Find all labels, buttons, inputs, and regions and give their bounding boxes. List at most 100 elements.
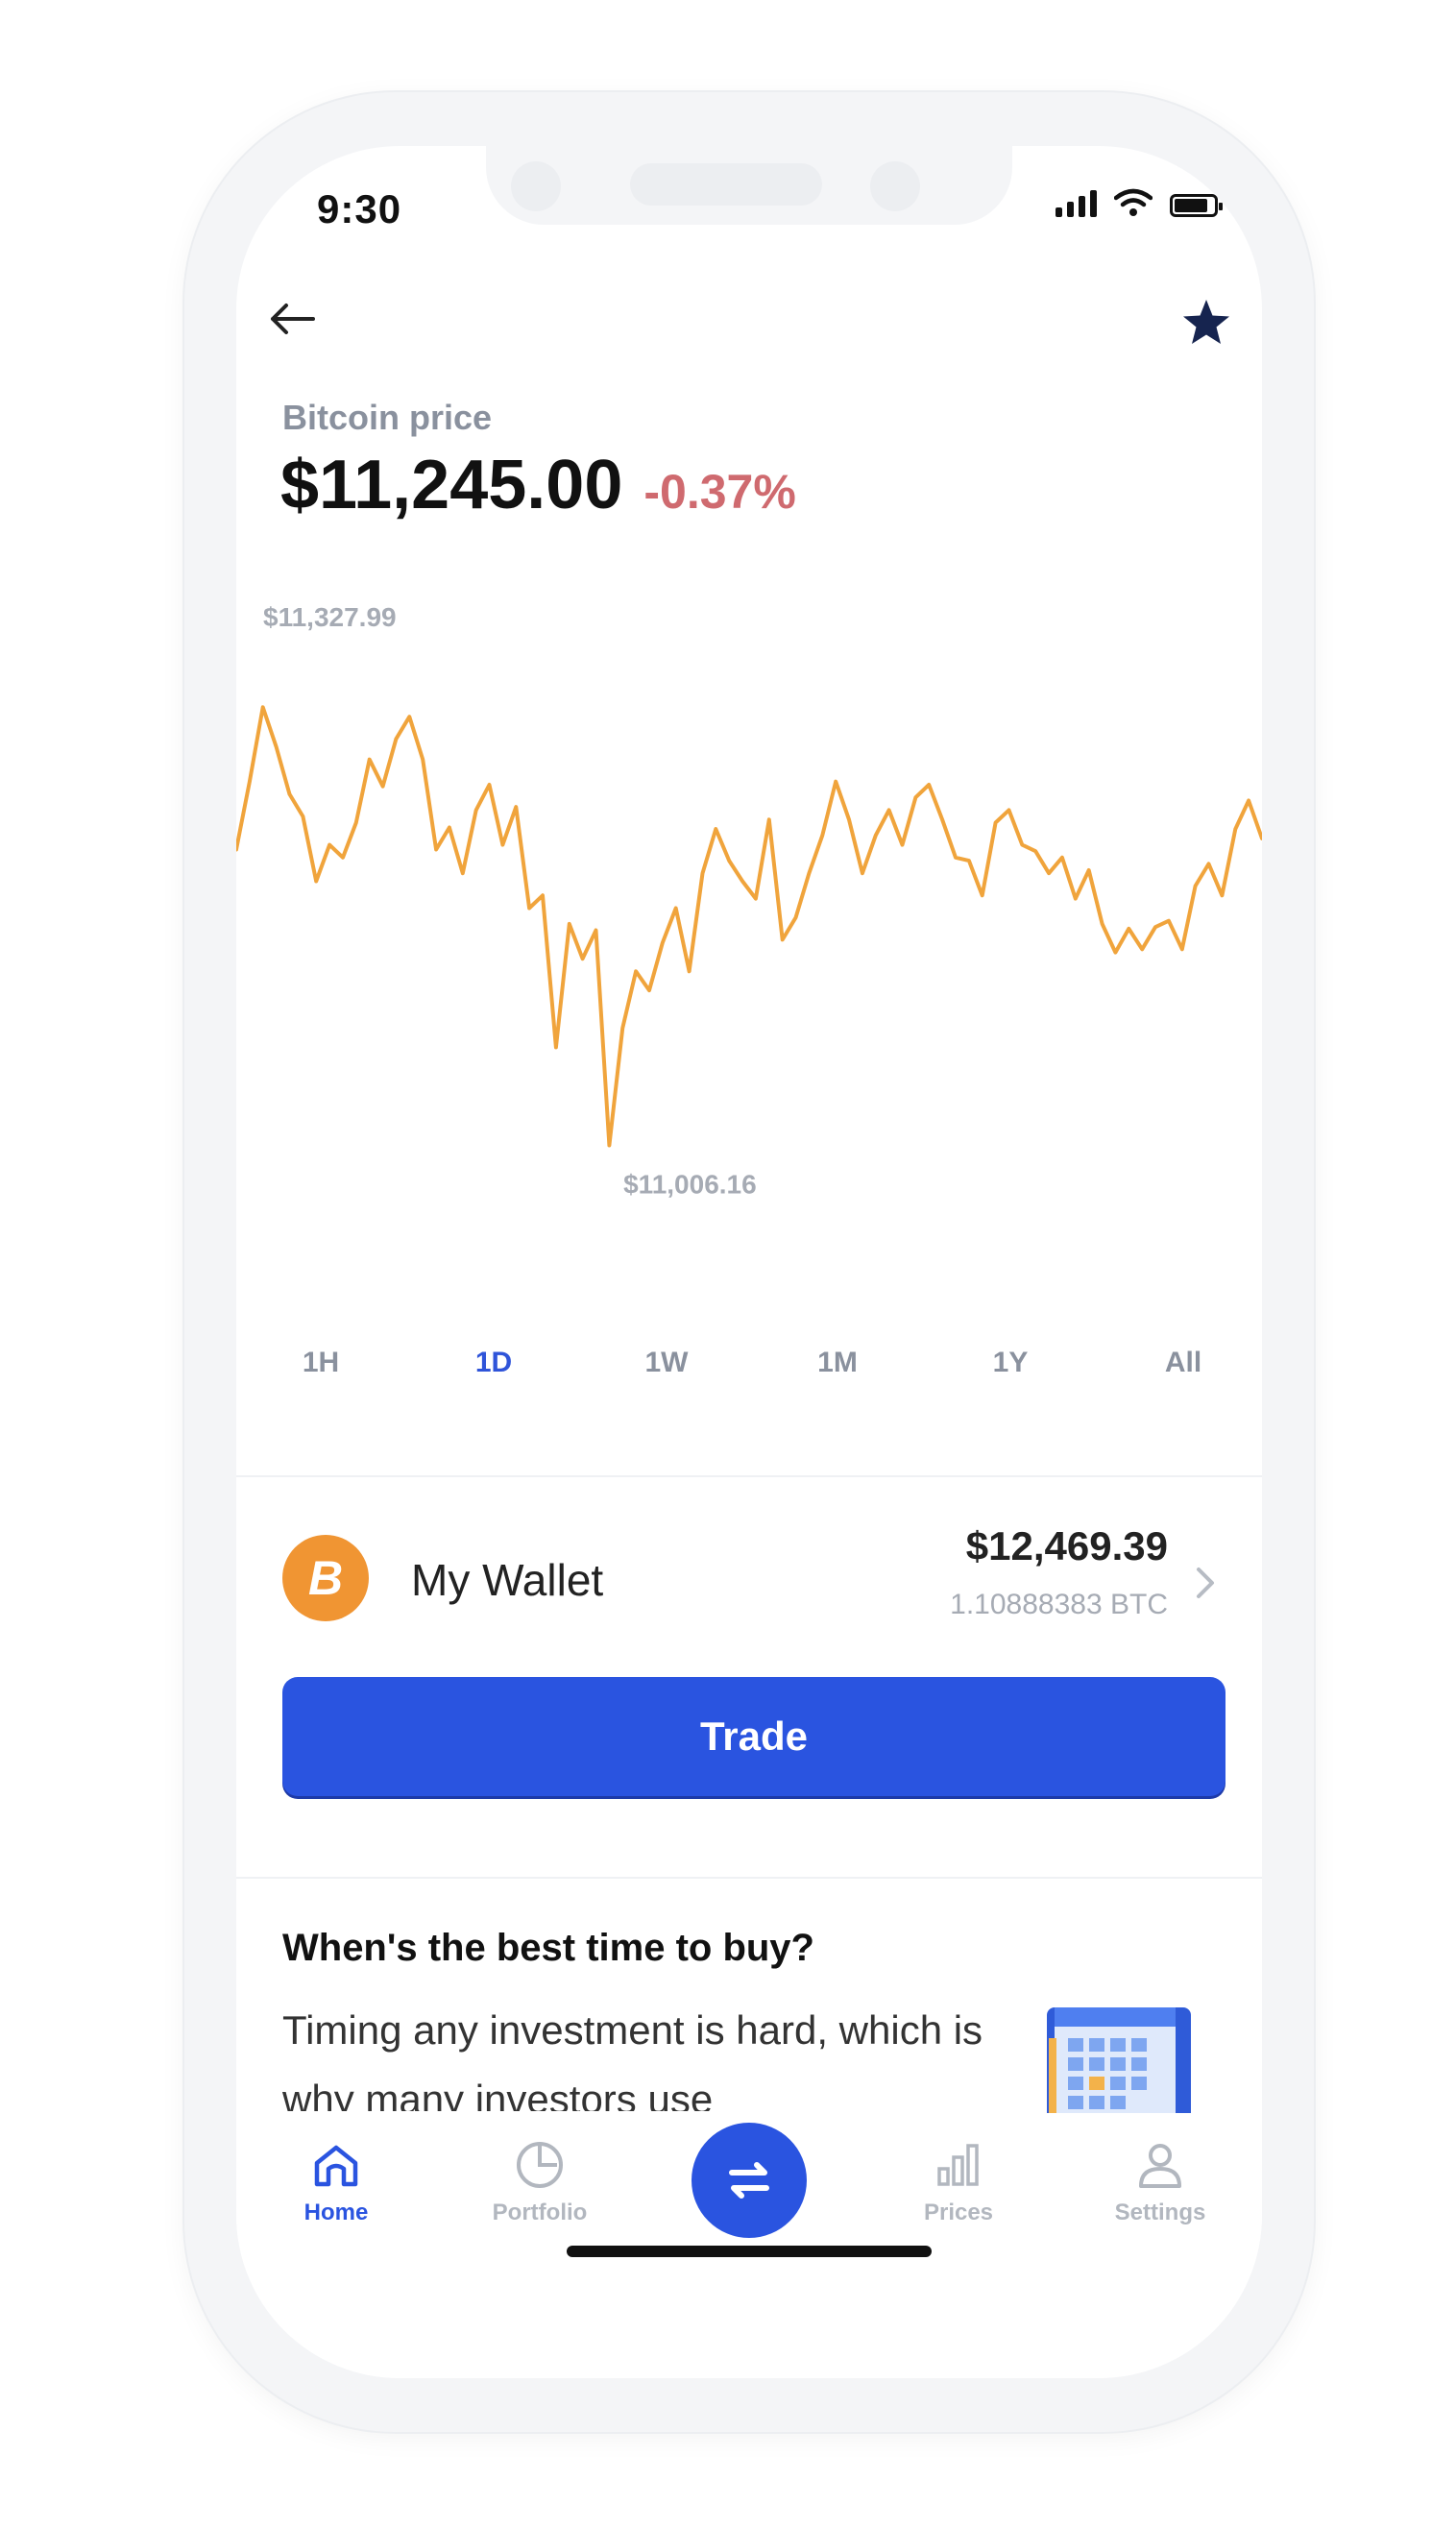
star-icon[interactable]	[1179, 296, 1233, 350]
chart-point-62	[1060, 856, 1064, 860]
chart-point-3	[275, 745, 279, 748]
chart-point-67	[1127, 927, 1130, 931]
price-line	[236, 705, 1262, 1148]
chart-point-1	[248, 780, 252, 784]
chart-point-11	[381, 785, 385, 789]
chart-point-53	[940, 817, 944, 821]
settings-icon	[1139, 2144, 1181, 2188]
tab-1d[interactable]: 1D	[474, 1347, 513, 1378]
chart-point-73	[1207, 862, 1210, 865]
chart-point-61	[1047, 871, 1051, 875]
chart-point-56	[981, 893, 984, 897]
nav-home[interactable]: Home	[269, 2136, 403, 2226]
chart-point-60	[1033, 849, 1037, 853]
chart-point-42	[794, 915, 797, 919]
chart-point-7	[328, 843, 331, 847]
price-value: $11,245.00	[280, 447, 623, 523]
nav-label: Home	[303, 2200, 369, 2225]
chart-point-13	[407, 715, 411, 718]
nav-label: Settings	[1114, 2200, 1206, 2225]
chart-point-47	[861, 871, 864, 875]
chart-point-4	[288, 792, 291, 796]
chart-low-label: $11,006.16	[623, 1170, 757, 1200]
portfolio-icon	[517, 2142, 563, 2188]
chart-point-30	[634, 969, 638, 973]
chart-point-55	[967, 859, 971, 863]
cellular-signal-icon	[1056, 188, 1097, 217]
chart-point-68	[1140, 947, 1144, 951]
trade-button[interactable]: Trade	[282, 1677, 1225, 1796]
notch-speaker	[630, 163, 822, 206]
chart-point-23	[541, 893, 545, 897]
chart-point-39	[754, 897, 758, 901]
chart-point-63	[1074, 897, 1078, 901]
price-change: -0.37%	[643, 465, 796, 519]
swap-button[interactable]	[692, 2123, 807, 2238]
tab-1m[interactable]: 1M	[817, 1347, 858, 1378]
chart-point-48	[874, 834, 878, 838]
status-time: 9:30	[317, 186, 402, 231]
arrow-left-icon[interactable]	[265, 298, 319, 340]
chart-point-49	[887, 808, 891, 812]
chart-point-18	[474, 808, 478, 812]
nav-label: Portfolio	[492, 2200, 588, 2225]
nav-portfolio[interactable]: Portfolio	[473, 2136, 607, 2226]
time-range-tabs: 1H 1D 1W 1M 1Y All	[236, 1347, 1262, 1404]
chart-point-37	[727, 859, 731, 863]
chart-point-44	[820, 834, 824, 838]
chart-point-46	[847, 817, 851, 821]
chart-points	[236, 705, 1262, 1148]
home-icon	[314, 2145, 358, 2187]
chart-point-15	[434, 848, 438, 851]
chart-point-52	[927, 783, 931, 787]
wallet-btc-amount: 1.10888383 BTC	[950, 1589, 1168, 1620]
wifi-icon	[1114, 188, 1153, 216]
chart-point-36	[714, 827, 717, 831]
chart-point-40	[767, 817, 771, 821]
divider	[236, 1475, 1262, 1477]
chart-point-25	[568, 922, 571, 926]
article-body: Timing any investment is hard, which is …	[282, 2007, 983, 2111]
chart-point-58	[1007, 808, 1010, 812]
chart-point-38	[740, 880, 744, 883]
tab-1y[interactable]: 1Y	[992, 1347, 1029, 1378]
chart-point-66	[1113, 951, 1117, 955]
chart-point-41	[781, 937, 785, 941]
nav-settings[interactable]: Settings	[1093, 2136, 1227, 2226]
chart-point-2	[261, 705, 265, 709]
bottom-nav: Home Portfolio	[236, 2113, 1262, 2378]
chart-point-8	[341, 856, 345, 860]
chart-point-50	[901, 843, 904, 847]
chart-point-28	[607, 1144, 611, 1147]
chart-point-14	[421, 758, 425, 762]
chart-point-77	[1260, 837, 1262, 840]
chart-point-5	[301, 814, 304, 818]
chart-point-70	[1167, 919, 1171, 923]
chart-point-21	[514, 805, 518, 809]
tab-all[interactable]: All	[1164, 1347, 1202, 1378]
chart-point-17	[461, 871, 465, 875]
chart-point-10	[368, 758, 372, 762]
home-indicator[interactable]	[567, 2246, 932, 2257]
chart-point-51	[913, 795, 917, 799]
price-label: Bitcoin price	[282, 398, 493, 437]
notch-sensor	[870, 161, 920, 211]
article-title[interactable]: When's the best time to buy?	[282, 1927, 814, 1969]
price-chart[interactable]: $11,327.99 $11,006.16	[236, 597, 1262, 1260]
chart-point-64	[1087, 868, 1091, 872]
nav-prices[interactable]: Prices	[891, 2136, 1026, 2226]
chevron-right-icon[interactable]	[1191, 1564, 1220, 1602]
wallet-label[interactable]: My Wallet	[411, 1555, 604, 1605]
bitcoin-icon: B	[282, 1535, 369, 1621]
chart-point-27	[595, 929, 597, 932]
chart-point-65	[1101, 922, 1104, 926]
chart-point-54	[954, 856, 958, 860]
chart-point-74	[1220, 893, 1224, 897]
battery-icon	[1170, 194, 1223, 217]
tab-1h[interactable]: 1H	[302, 1347, 340, 1378]
chart-point-43	[807, 871, 811, 875]
tab-1w[interactable]: 1W	[644, 1347, 689, 1378]
price-row: $11,245.00 -0.37%	[280, 446, 796, 524]
chart-point-75	[1233, 827, 1237, 831]
